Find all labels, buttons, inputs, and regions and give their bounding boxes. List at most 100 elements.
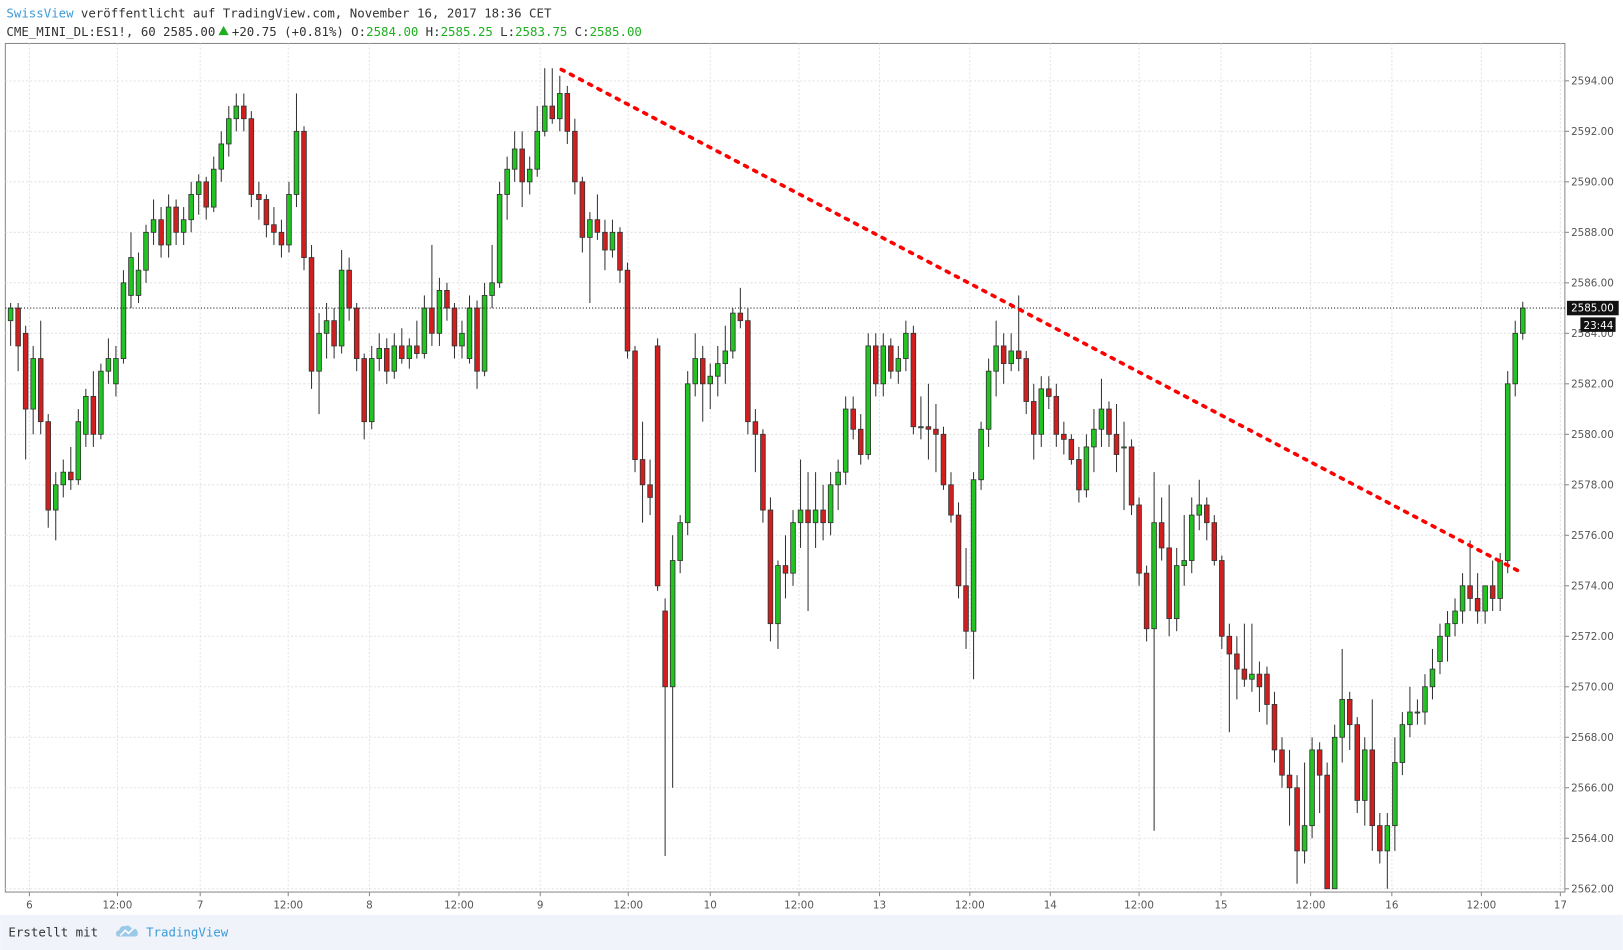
candle-body [1444, 623, 1451, 637]
candle-body [1279, 749, 1285, 776]
candle-body [1346, 698, 1353, 726]
ohlc-value: 2585.00 [590, 24, 642, 39]
candle-body [835, 471, 841, 486]
candle-body [692, 358, 698, 385]
candle-body [1166, 547, 1172, 620]
candle-body [37, 358, 44, 423]
candle-body [609, 231, 616, 251]
candle-body [1136, 504, 1142, 574]
candle-body [233, 105, 240, 120]
candle-body [1158, 522, 1165, 549]
candle-body [669, 560, 676, 688]
candle-body [165, 206, 172, 246]
candle-body [1241, 668, 1248, 680]
x-tick-label: 12:00 [1124, 900, 1154, 912]
candle-body [1497, 560, 1503, 599]
candle-body [526, 168, 533, 183]
candle-body [1143, 572, 1150, 630]
grid [5, 43, 1565, 893]
candle-body [173, 206, 179, 233]
countdown-box [1580, 317, 1616, 332]
candle-body [1068, 438, 1075, 460]
y-tick-label: 2564.00 [1571, 833, 1614, 845]
candle-body [1015, 350, 1022, 359]
candle-body [1399, 724, 1406, 763]
candle-body [1309, 749, 1315, 827]
y-tick-label: 2590.00 [1571, 176, 1614, 188]
y-tick-label: 2572.00 [1571, 631, 1614, 643]
candle-body [316, 332, 322, 372]
candle-body [1113, 433, 1120, 455]
plot-frame [4, 42, 1566, 893]
candle-body [624, 269, 631, 352]
change: +20.75 (+0.81%) [232, 24, 344, 39]
candle-body [1196, 504, 1203, 516]
candle-body [361, 358, 367, 423]
candle-body [210, 168, 217, 208]
candle-body [1377, 825, 1383, 852]
candle-body [993, 345, 999, 372]
candle-body [286, 194, 292, 246]
candle-body [519, 148, 525, 183]
trend-line [559, 67, 1525, 575]
candle-body [557, 93, 563, 120]
candle-body [293, 130, 300, 195]
candle-body [1256, 673, 1263, 688]
candle-body [368, 358, 375, 423]
candle-body [888, 345, 894, 372]
candle-body [948, 484, 954, 516]
candle-body [639, 459, 646, 486]
candle-body [1234, 653, 1240, 670]
candle-body [873, 345, 879, 385]
candle-body [263, 199, 270, 226]
candle-body [594, 219, 601, 233]
candle-body [203, 181, 209, 208]
candle-body [504, 168, 510, 195]
candle-body [564, 93, 571, 132]
candle-body [978, 428, 984, 481]
x-tick-label: 12:00 [1296, 900, 1326, 912]
x-tick-label: 9 [537, 900, 544, 912]
last-price-box [1566, 300, 1619, 316]
candle-body [331, 320, 337, 347]
candle-body [7, 307, 14, 322]
x-tick-label: 12:00 [784, 900, 814, 912]
candle-body [1331, 736, 1338, 890]
candle-body [414, 345, 420, 354]
author: SwissView [6, 6, 74, 21]
candle-body [1076, 459, 1082, 491]
candle-body [444, 289, 450, 309]
x-tick-label: 7 [197, 900, 204, 912]
candle-body [90, 396, 97, 435]
candle-body [481, 295, 488, 372]
candle-body [180, 219, 187, 233]
candle-body [617, 231, 623, 271]
candle-body [466, 307, 473, 359]
candle-body [842, 408, 849, 473]
candle-body [775, 565, 781, 625]
candle-body [955, 514, 962, 587]
candle-body [745, 320, 751, 423]
candle-body [1061, 433, 1067, 440]
candle-body [353, 307, 360, 359]
x-tick-label: 12:00 [613, 900, 643, 912]
candle-body [579, 181, 586, 238]
candle-body [587, 219, 593, 238]
candle-body [346, 269, 352, 309]
header-change: +20.75 (+0.81%) O:2584.00 H:2585.25 L:2583.… [232, 24, 642, 39]
candle-body [135, 269, 142, 296]
candle-body [767, 509, 774, 625]
candle-body [1023, 358, 1029, 402]
ohlc-value: 2583.75 [515, 24, 567, 39]
candle-body [459, 332, 465, 347]
candle-body [662, 610, 668, 688]
x-tick-label: 8 [366, 900, 373, 912]
ohlc-value: 2585.25 [441, 24, 493, 39]
candle-body [963, 585, 969, 632]
candle-body [1188, 514, 1195, 561]
candle-body [226, 118, 232, 145]
last-price-label: 2585.00 [1571, 303, 1614, 315]
candle-body [1151, 522, 1157, 630]
candle-body [1226, 635, 1233, 655]
candle-body [421, 307, 428, 354]
